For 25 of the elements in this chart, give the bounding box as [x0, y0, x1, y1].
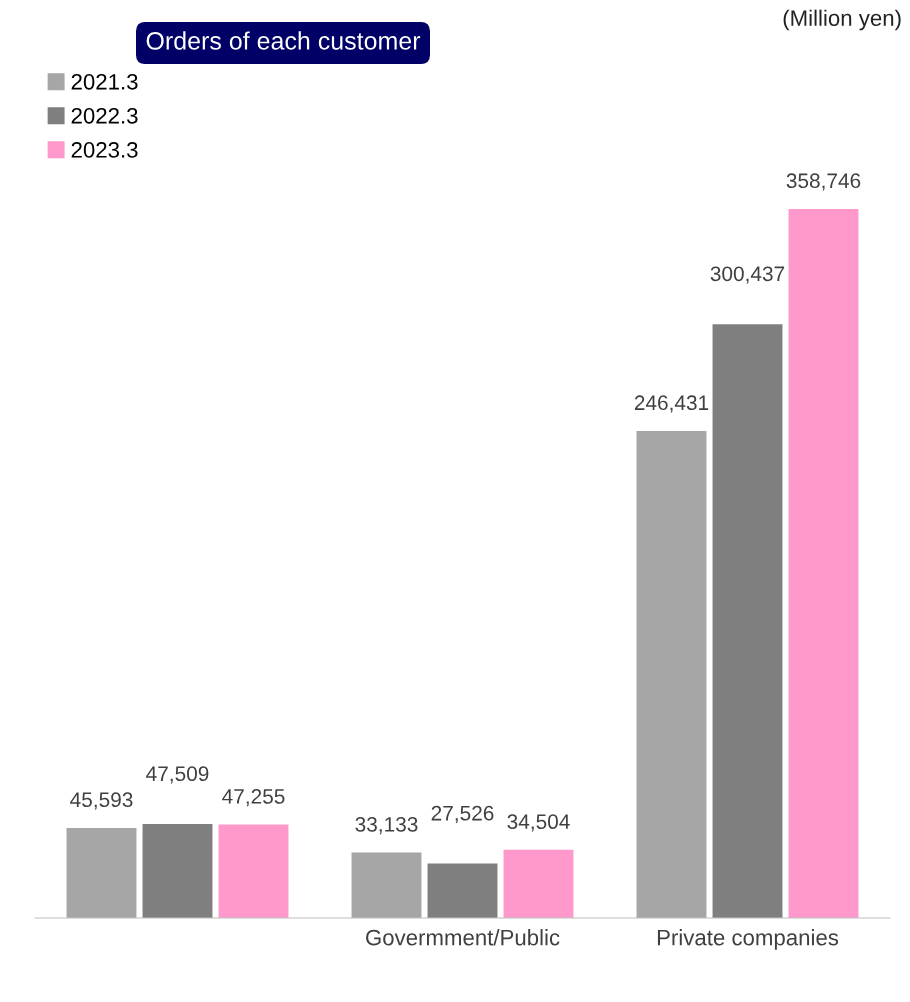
- bar: [503, 849, 574, 918]
- chart-title: Orders of each customer: [146, 31, 421, 50]
- data-label: 246,431: [634, 395, 709, 413]
- bar: [636, 430, 707, 918]
- bar: [66, 827, 137, 918]
- bar: [142, 824, 213, 918]
- x-tick-label: Govermment/Public: [366, 929, 560, 946]
- data-label: 27,526: [431, 805, 494, 824]
- bar: [788, 208, 859, 918]
- bar: [427, 863, 498, 918]
- bar: [712, 324, 783, 918]
- data-label: 358,746: [786, 173, 861, 191]
- bar: [218, 824, 289, 918]
- legend-label: 2022.3: [71, 107, 138, 124]
- text: (Million yen): [783, 9, 901, 31]
- data-label: 47,509: [146, 766, 209, 784]
- legend-label: 2021.3: [71, 73, 138, 90]
- data-label: 47,255: [222, 789, 285, 807]
- data-label: 300,437: [710, 266, 785, 284]
- data-label: 33,133: [355, 816, 418, 835]
- data-label: 45,593: [70, 792, 133, 810]
- legend-label: 2023.3: [71, 142, 138, 158]
- data-label: 34,504: [507, 814, 570, 832]
- x-tick-label: Private companies: [657, 929, 839, 950]
- bar: [351, 852, 422, 918]
